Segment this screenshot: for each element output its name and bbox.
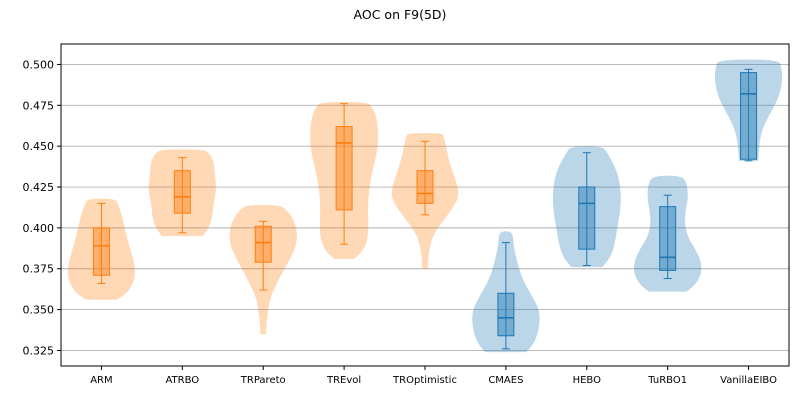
iqr-box: [173, 170, 191, 214]
chart-title: AOC on F9(5D): [354, 7, 447, 22]
y-tick-label: 0.400: [23, 222, 55, 235]
x-tick-label: TREvol: [326, 375, 361, 386]
x-axis: ARM ATRBO TRPareto TREvol TROptimistic CMAES H…: [90, 366, 777, 386]
y-tick-label: 0.500: [23, 58, 55, 71]
iqr-box: [497, 292, 515, 337]
x-tick-label: ATRBO: [165, 375, 199, 386]
iqr-box: [740, 72, 758, 160]
y-tick-label: 0.325: [23, 344, 55, 357]
x-tick-label: HEBO: [573, 375, 602, 386]
y-tick-label: 0.350: [23, 304, 55, 317]
y-tick-label: 0.425: [23, 181, 55, 194]
x-tick-label: ARM: [90, 375, 112, 386]
x-tick-label: VanillaEIBO: [720, 375, 777, 386]
y-tick-label: 0.375: [23, 263, 55, 276]
y-tick-label: 0.475: [23, 99, 55, 112]
x-tick-label: TRPareto: [240, 375, 286, 386]
x-tick-label: CMAES: [488, 375, 523, 386]
iqr-box: [416, 170, 434, 204]
y-tick-label: 0.450: [23, 140, 55, 153]
y-axis: 0.325 0.350 0.375 0.400 0.425 0.450 0.475 0.500: [23, 58, 61, 357]
iqr-box: [335, 126, 353, 211]
iqr-box: [92, 227, 110, 276]
box-layer: [92, 68, 758, 350]
iqr-box: [254, 225, 272, 263]
iqr-box: [578, 186, 596, 250]
iqr-box: [659, 206, 677, 271]
x-tick-label: TuRBO1: [647, 375, 687, 386]
x-tick-label: TROptimistic: [392, 375, 457, 386]
